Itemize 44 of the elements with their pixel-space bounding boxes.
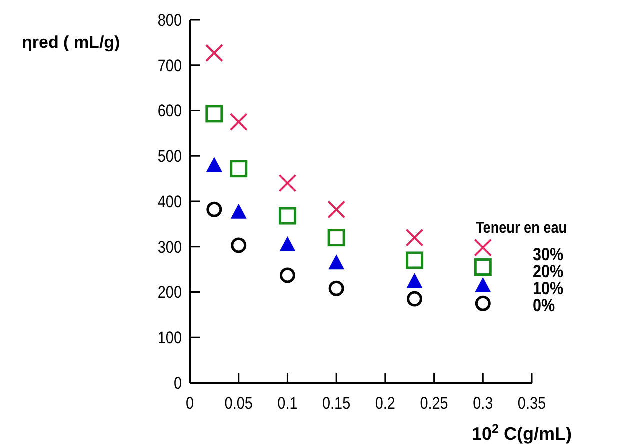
y-tick-label: 500 xyxy=(158,148,182,166)
x-tick-label: 0.05 xyxy=(224,394,254,414)
point xyxy=(205,44,224,62)
x-tick-label: 0.2 xyxy=(375,394,396,414)
point xyxy=(280,268,296,284)
point xyxy=(406,228,424,247)
point xyxy=(406,291,422,307)
point xyxy=(474,238,492,257)
point xyxy=(328,229,346,247)
point xyxy=(230,113,248,132)
point xyxy=(474,258,492,276)
y-tick-label: 800 xyxy=(158,12,182,30)
point xyxy=(278,207,296,225)
x-tick-label: 0.15 xyxy=(322,394,351,414)
point xyxy=(328,254,345,270)
point xyxy=(206,202,222,218)
x-axis-title: 10$^{2}$ C(g/mL) xyxy=(472,422,572,444)
point xyxy=(206,105,224,123)
x-tick-label: 0.25 xyxy=(420,394,449,414)
y-tick-label: 400 xyxy=(158,193,182,212)
y-axis-title: ηred ( mL/g) xyxy=(22,33,120,52)
x-tick-label: 0.3 xyxy=(473,394,494,414)
point xyxy=(231,238,247,254)
point xyxy=(280,236,296,252)
x-tick-label: 0.35 xyxy=(518,394,546,414)
point xyxy=(230,204,247,219)
point xyxy=(328,280,344,296)
point xyxy=(475,277,492,292)
y-tick-label: 200 xyxy=(158,284,182,303)
y-tick-label: 300 xyxy=(158,238,182,258)
point xyxy=(230,160,248,178)
point xyxy=(406,273,423,288)
y-tick-label: 600 xyxy=(158,102,182,122)
point xyxy=(475,296,491,312)
y-tick-label: 0 xyxy=(174,374,182,394)
point xyxy=(328,200,346,219)
y-tick-label: 700 xyxy=(158,57,182,76)
x-tick-label: 0.1 xyxy=(278,394,298,414)
x-tick-label: 0 xyxy=(186,394,194,414)
legend-title: Teneur en eau xyxy=(476,220,568,238)
point xyxy=(406,252,424,270)
y-tick-label: 100 xyxy=(158,330,182,348)
point xyxy=(206,157,222,172)
point xyxy=(278,174,297,192)
